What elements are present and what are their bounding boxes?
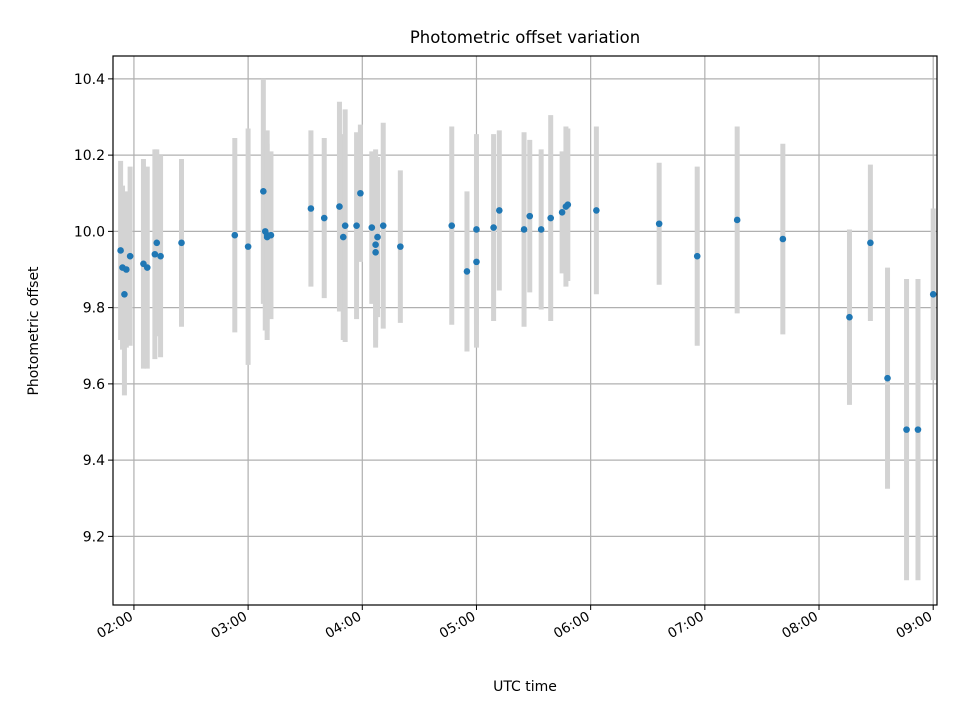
data-point xyxy=(846,313,853,321)
data-point xyxy=(320,214,328,222)
data-point xyxy=(368,224,376,231)
data-point xyxy=(121,290,128,298)
data-point xyxy=(374,233,381,241)
data-point xyxy=(884,374,891,382)
data-point xyxy=(733,216,741,224)
data-point xyxy=(397,243,404,250)
data-point xyxy=(463,268,471,275)
x-axis-label: UTC time xyxy=(493,679,557,695)
data-point xyxy=(117,247,124,254)
data-point xyxy=(558,209,566,216)
data-point xyxy=(490,224,497,231)
data-point xyxy=(473,258,480,266)
y-tick-label: 9.6 xyxy=(83,377,105,393)
chart-title: Photometric offset variation xyxy=(410,28,640,47)
data-point xyxy=(593,207,600,214)
y-tick-label: 10.2 xyxy=(74,148,105,164)
data-point xyxy=(153,239,161,247)
data-point xyxy=(693,252,701,260)
data-point xyxy=(379,222,387,229)
data-point xyxy=(339,233,347,241)
data-point xyxy=(655,220,663,228)
data-point xyxy=(231,231,239,239)
data-point xyxy=(143,264,151,271)
data-point xyxy=(178,239,185,247)
y-axis-label: Photometric offset xyxy=(26,266,42,396)
plot-frame xyxy=(112,55,938,606)
data-point xyxy=(341,222,349,229)
data-point xyxy=(564,201,572,208)
data-point xyxy=(357,189,364,197)
data-point xyxy=(537,226,545,233)
data-point xyxy=(547,214,554,222)
y-tick-label: 10.4 xyxy=(74,72,105,88)
data-point xyxy=(867,239,874,247)
y-tick-label: 9.4 xyxy=(83,453,105,469)
data-point xyxy=(903,426,910,433)
data-point xyxy=(126,252,134,260)
data-point xyxy=(372,249,379,256)
data-point xyxy=(260,188,267,195)
y-tick-label: 9.8 xyxy=(83,301,105,317)
data-point xyxy=(526,212,534,220)
y-tick-label: 9.2 xyxy=(83,529,105,545)
y-tick-label: 10.0 xyxy=(74,224,105,240)
data-point xyxy=(929,290,937,298)
data-point xyxy=(244,243,252,250)
data-point xyxy=(353,222,360,229)
data-points xyxy=(117,188,937,433)
data-point xyxy=(336,203,343,210)
data-point xyxy=(157,252,164,260)
data-point xyxy=(267,231,275,239)
data-point xyxy=(151,250,159,258)
data-point xyxy=(372,241,379,249)
data-point xyxy=(779,235,787,243)
data-point xyxy=(520,226,528,233)
data-point xyxy=(473,226,480,233)
data-point xyxy=(448,222,456,229)
y-axis-ticks: 9.2 9.4 9.6 9.8 10.0 10.2 10.4 xyxy=(74,72,113,545)
data-point xyxy=(914,426,922,433)
data-point xyxy=(496,207,503,214)
data-point xyxy=(307,205,315,212)
data-point xyxy=(123,266,130,273)
